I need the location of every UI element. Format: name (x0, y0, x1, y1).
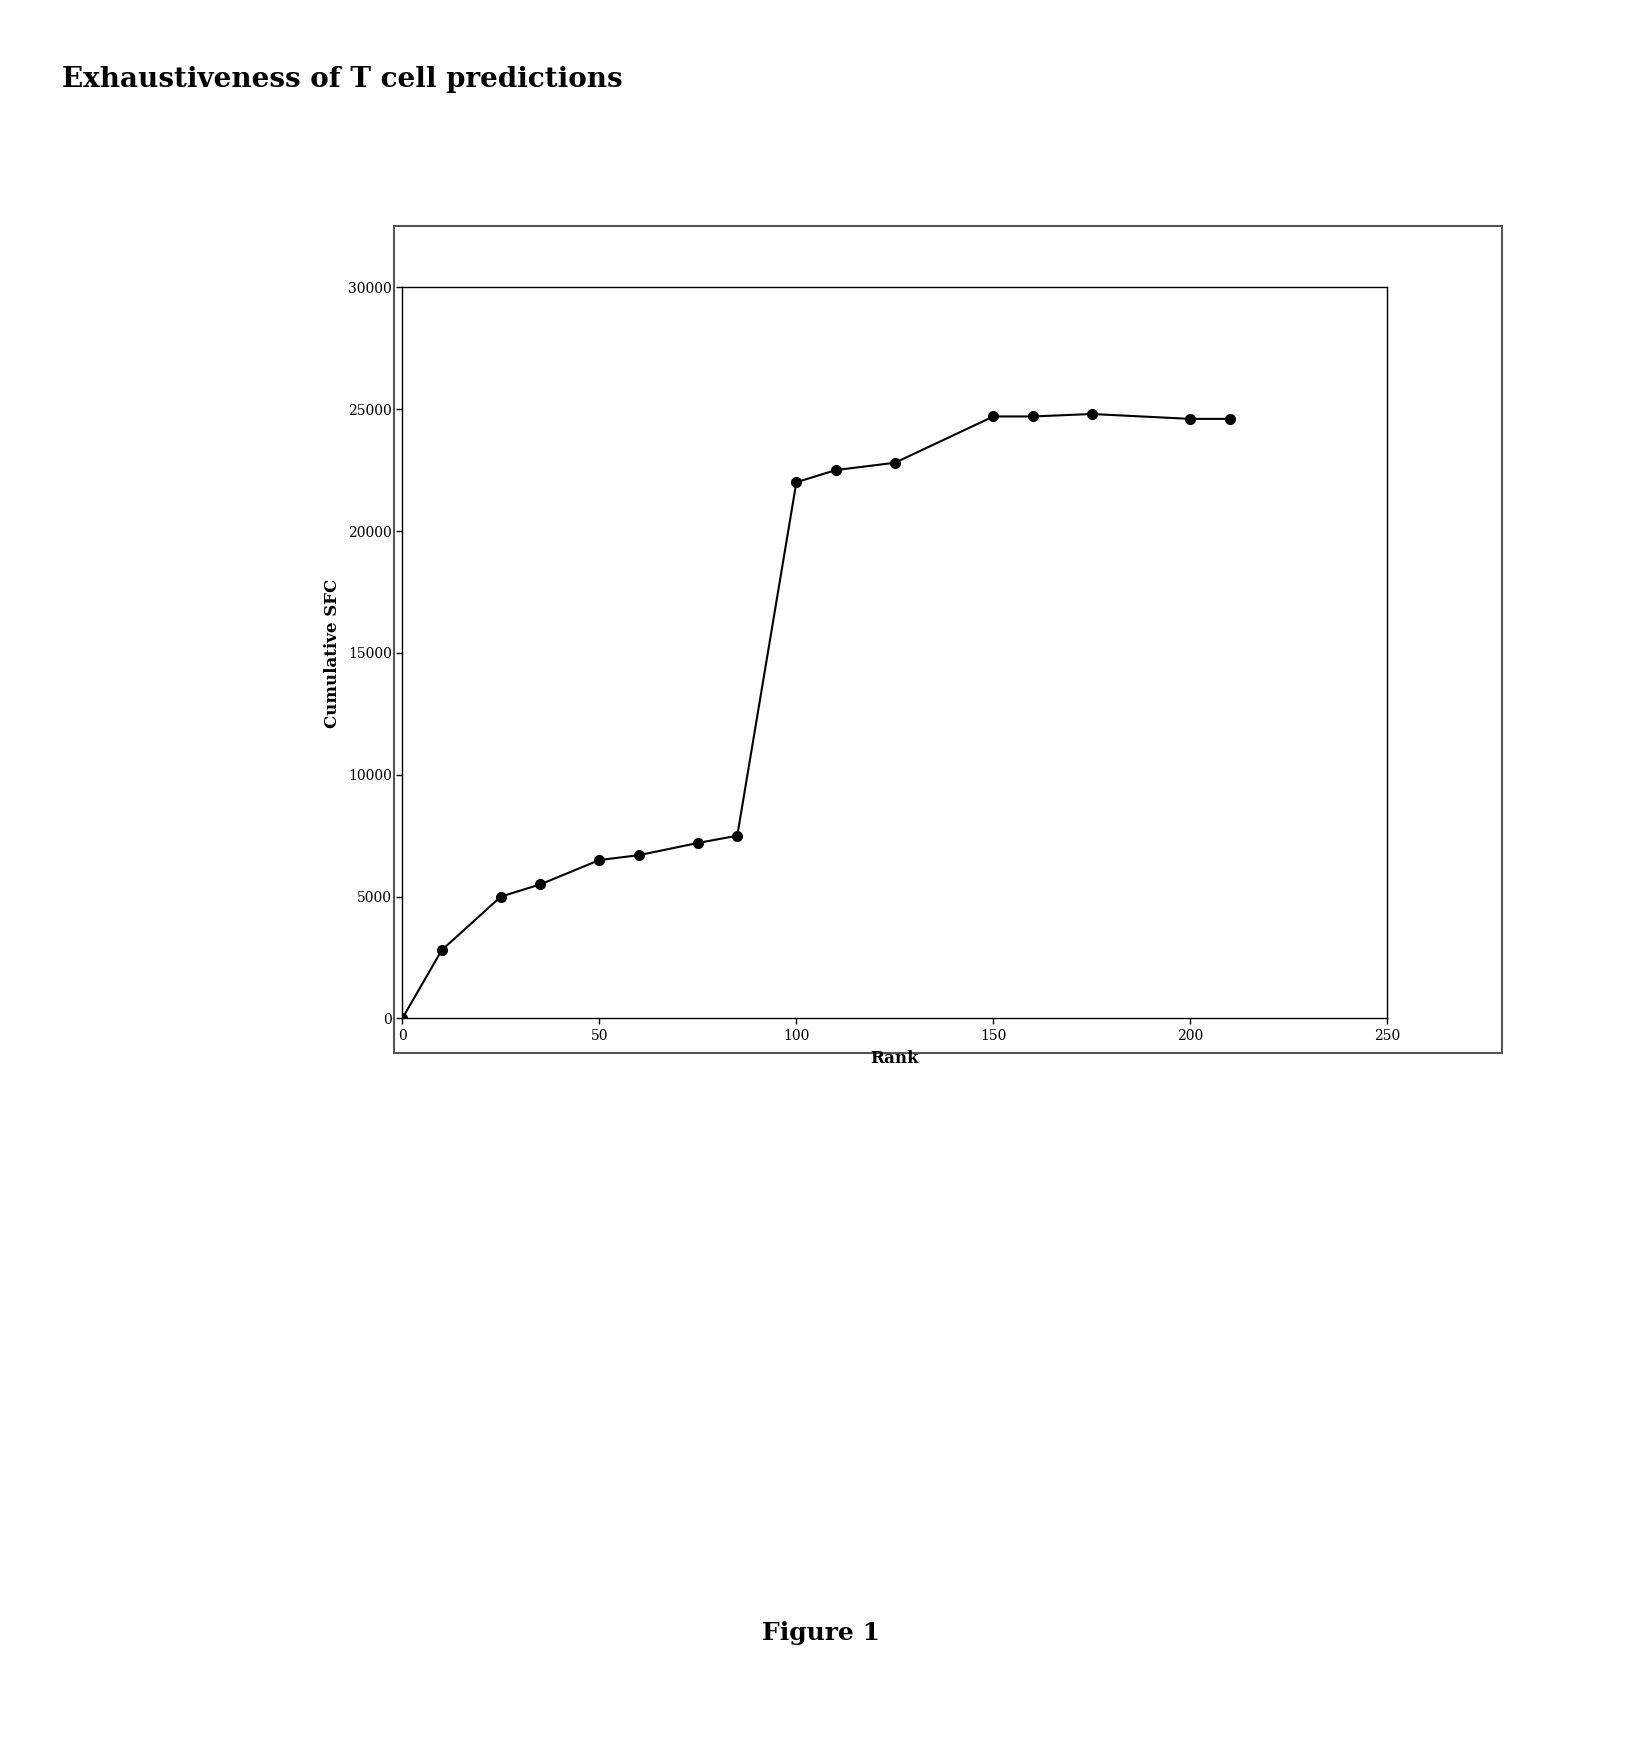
Text: Figure 1: Figure 1 (762, 1621, 880, 1645)
Text: Exhaustiveness of T cell predictions: Exhaustiveness of T cell predictions (62, 66, 622, 94)
Y-axis label: Cumulative SFC: Cumulative SFC (323, 578, 342, 728)
X-axis label: Rank: Rank (870, 1050, 920, 1067)
